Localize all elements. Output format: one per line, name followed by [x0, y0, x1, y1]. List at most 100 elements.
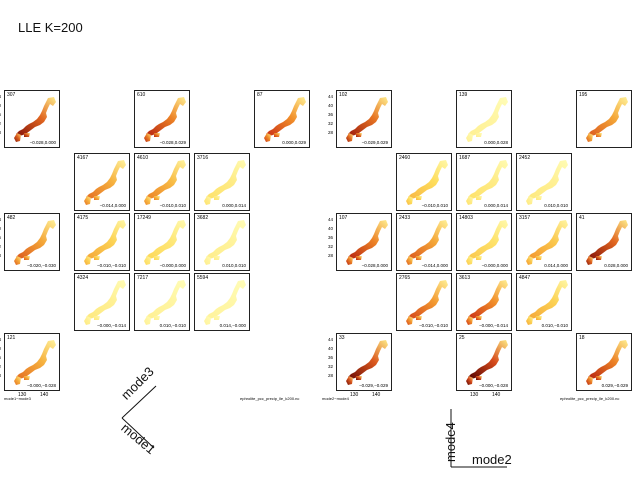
y-tick-label: 32 — [0, 244, 1, 249]
y-tick-label: 32 — [0, 121, 1, 126]
right-mode-indicator — [450, 409, 507, 468]
y-tick-label: 40 — [328, 346, 334, 351]
y-tick-label: 40 — [0, 103, 1, 108]
right-panel-2433: 2433 −0.014,0.000 — [396, 213, 452, 271]
y-tick-label: 36 — [328, 355, 334, 360]
x-tick-label: 140 — [40, 392, 49, 398]
panel-sample-count: 121 — [7, 335, 16, 341]
panel-sample-count: 2452 — [519, 155, 531, 161]
y-tick-label: 44 — [328, 217, 334, 222]
y-tick-label: 28 — [0, 373, 1, 378]
right-panel-18: 18 0.029,−0.029 — [576, 333, 632, 391]
panel-coordinate: −0.000,−0.028 — [478, 383, 508, 388]
y-tick-label: 40 — [328, 103, 334, 108]
panel-coordinate: 0.010,−0.010 — [159, 323, 186, 328]
japan-map — [406, 220, 448, 265]
right-grid-caption: mode2−mode4 — [322, 396, 349, 401]
panel-sample-count: 14803 — [459, 215, 473, 221]
y-tick-label: 28 — [328, 373, 334, 378]
japan-map — [526, 160, 568, 205]
panel-sample-count: 3716 — [197, 155, 209, 161]
panel-sample-count: 2460 — [399, 155, 411, 161]
panel-coordinate: −0.010,−0.010 — [96, 263, 126, 268]
japan-map — [406, 160, 448, 205]
right-panel-4847: 4847 0.010,−0.010 — [516, 273, 572, 331]
left-panel-4167: 4167 −0.014,0.000 — [74, 153, 130, 211]
japan-map — [14, 340, 56, 385]
left-grid-filename: ephrolite_pcc_precip_lle_k200.nc — [240, 396, 300, 401]
y-tick-label: 36 — [0, 355, 1, 360]
panel-sample-count: 17249 — [137, 215, 151, 221]
japan-map — [144, 97, 186, 142]
panel-sample-count: 2765 — [399, 275, 411, 281]
panel-coordinate: −0.000,−0.014 — [478, 323, 508, 328]
panel-coordinate: −0.000,−0.028 — [26, 383, 56, 388]
left-panel-4324: 4324 −0.000,−0.014 — [74, 273, 130, 331]
panel-sample-count: 87 — [257, 92, 263, 98]
japan-map — [84, 280, 126, 325]
y-tick-label: 32 — [328, 121, 334, 126]
panel-sample-count: 195 — [579, 92, 588, 98]
panel-coordinate: −0.000,0.000 — [159, 263, 186, 268]
right-panel-1687: 1687 0.000,0.014 — [456, 153, 512, 211]
panel-sample-count: 41 — [579, 215, 585, 221]
panel-coordinate: 0.029,−0.029 — [601, 383, 628, 388]
y-tick-label: 28 — [328, 130, 334, 135]
x-tick-label: 140 — [492, 392, 501, 398]
y-tick-label: 36 — [0, 235, 1, 240]
panel-sample-count: 107 — [339, 215, 348, 221]
y-tick-label: 32 — [0, 364, 1, 369]
y-tick-label: 28 — [0, 253, 1, 258]
left-panel-5594: 5594 0.014,−0.000 — [194, 273, 250, 331]
japan-map — [144, 280, 186, 325]
y-tick-label: 28 — [328, 253, 334, 258]
left-panel-4175: 4175 −0.010,−0.010 — [74, 213, 130, 271]
right-panel-107: 107 −0.028,0.000 — [336, 213, 392, 271]
left-panel-307: 307 −0.028,0.000 — [4, 90, 60, 148]
panel-sample-count: 3613 — [459, 275, 471, 281]
right-panel-2460: 2460 −0.010,0.010 — [396, 153, 452, 211]
panel-sample-count: 102 — [339, 92, 348, 98]
right-panel-195: 195 — [576, 90, 632, 148]
panel-coordinate: −0.000,−0.014 — [96, 323, 126, 328]
japan-map — [586, 340, 628, 385]
panel-sample-count: 4847 — [519, 275, 531, 281]
panel-sample-count: 4324 — [77, 275, 89, 281]
panel-sample-count: 18 — [579, 335, 585, 341]
y-tick-label: 44 — [328, 94, 334, 99]
japan-map — [84, 160, 126, 205]
panel-coordinate: 0.000,0.028 — [484, 140, 508, 145]
right-panel-14803: 14803 −0.000,0.000 — [456, 213, 512, 271]
y-tick-label: 44 — [0, 217, 1, 222]
left-panel-4610: 4610 −0.010,0.010 — [134, 153, 190, 211]
panel-sample-count: 3682 — [197, 215, 209, 221]
panel-coordinate: −0.010,0.010 — [159, 203, 186, 208]
y-tick-label: 36 — [328, 235, 334, 240]
y-tick-label: 32 — [328, 364, 334, 369]
x-tick-label: 130 — [18, 392, 27, 398]
y-tick-label: 44 — [328, 337, 334, 342]
japan-map — [406, 280, 448, 325]
left-panel-17249: 17249 −0.000,0.000 — [134, 213, 190, 271]
japan-map — [586, 220, 628, 265]
japan-map — [466, 340, 508, 385]
panel-coordinate: 0.000,0.029 — [282, 140, 306, 145]
japan-map — [204, 160, 246, 205]
panel-sample-count: 1687 — [459, 155, 471, 161]
y-tick-label: 28 — [0, 130, 1, 135]
y-tick-label: 44 — [0, 94, 1, 99]
right-panel-41: 41 0.028,0.000 — [576, 213, 632, 271]
left-panel-482: 482 −0.020,−0.030 — [4, 213, 60, 271]
japan-map — [84, 220, 126, 265]
panel-sample-count: 3157 — [519, 215, 531, 221]
panel-sample-count: 4610 — [137, 155, 149, 161]
panel-sample-count: 4167 — [77, 155, 89, 161]
panel-coordinate: −0.029,0.029 — [361, 140, 388, 145]
panel-coordinate: −0.028,0.029 — [159, 140, 186, 145]
right-panel-3157: 3157 0.014,0.000 — [516, 213, 572, 271]
panel-sample-count: 5594 — [197, 275, 209, 281]
panel-sample-count: 610 — [137, 92, 146, 98]
left-panel-87: 87 0.000,0.029 — [254, 90, 310, 148]
japan-map — [204, 280, 246, 325]
y-tick-label: 32 — [328, 244, 334, 249]
